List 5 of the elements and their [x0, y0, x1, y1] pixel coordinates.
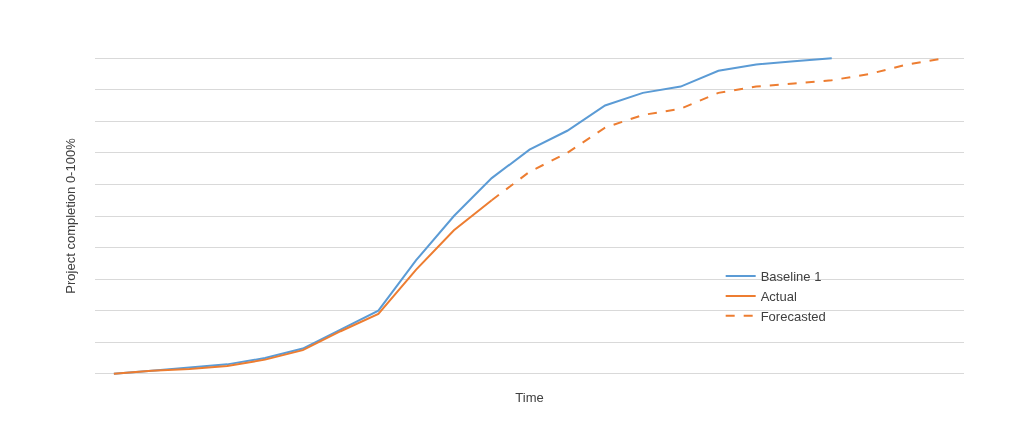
legend-label: Forecasted	[760, 308, 826, 324]
x-axis-title: Time	[515, 389, 544, 405]
legend-label: Actual	[760, 289, 797, 304]
legend-label: Baseline 1	[760, 269, 822, 285]
y-axis-title: Project completion 0-100%	[62, 137, 78, 294]
